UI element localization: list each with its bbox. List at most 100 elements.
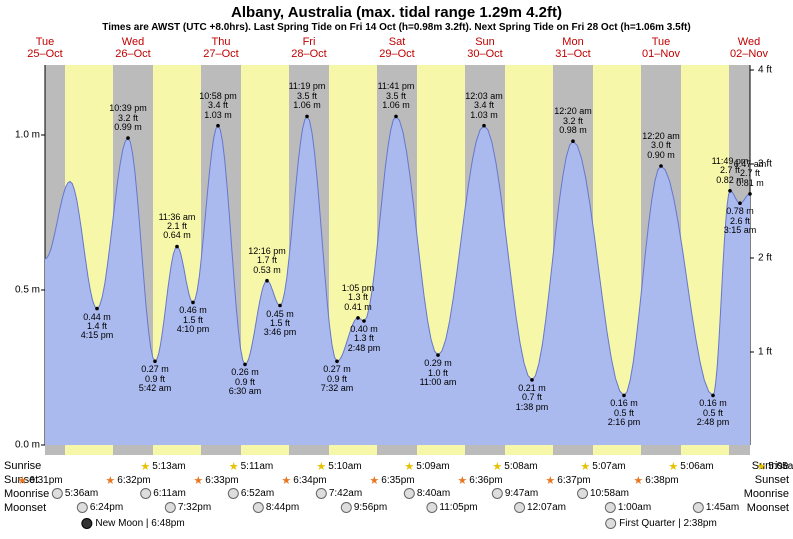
night-band bbox=[641, 65, 681, 455]
day-label: Tue25–Oct bbox=[27, 36, 62, 60]
moonrise-row-label: Moonrise bbox=[744, 488, 789, 500]
moonset-value: 1:45am bbox=[693, 502, 739, 513]
tide-chart-panel: Albany, Australia (max. tidal range 1.29… bbox=[0, 0, 793, 539]
moonset-value: 7:32pm bbox=[165, 502, 211, 513]
sun-icon: ★ bbox=[229, 460, 239, 473]
day-label: Wed02–Nov bbox=[730, 36, 768, 60]
sunset-value: ★6:38pm bbox=[633, 474, 678, 487]
sun-icon: ★ bbox=[492, 460, 502, 473]
moonrise-value: 6:11am bbox=[140, 488, 186, 499]
chart-title: Albany, Australia (max. tidal range 1.29… bbox=[0, 4, 793, 21]
moonset-value: 11:05pm bbox=[426, 502, 477, 513]
day-label: Fri28–Oct bbox=[291, 36, 326, 60]
moonset-row-label: Moonset bbox=[747, 502, 789, 514]
moon-icon bbox=[341, 502, 352, 513]
sunset-value: ★6:33pm bbox=[193, 474, 238, 487]
sunrise-value: ★5:09am bbox=[404, 460, 449, 473]
moon-icon bbox=[228, 488, 239, 499]
sun-icon: ★ bbox=[140, 460, 150, 473]
night-band bbox=[729, 65, 750, 455]
moon-icon bbox=[404, 488, 415, 499]
moonset-value: 8:44pm bbox=[253, 502, 299, 513]
moon-icon bbox=[514, 502, 525, 513]
y-tick-right: 4 ft bbox=[758, 65, 772, 76]
y-tick-right: 3 ft bbox=[758, 159, 772, 170]
moon-icon bbox=[693, 502, 704, 513]
moon-icon bbox=[253, 502, 264, 513]
moon-icon bbox=[52, 488, 63, 499]
sunset-value: ★6:35pm bbox=[369, 474, 414, 487]
sunset-value: ★6:34pm bbox=[281, 474, 326, 487]
sunset-value: ★6:32pm bbox=[105, 474, 150, 487]
day-label: Thu27–Oct bbox=[203, 36, 238, 60]
moonset-value: 12:07am bbox=[514, 502, 566, 513]
day-label: Wed26–Oct bbox=[115, 36, 150, 60]
night-band bbox=[553, 65, 593, 455]
day-label: Sat29–Oct bbox=[379, 36, 414, 60]
moon-icon bbox=[316, 488, 327, 499]
sun-icon: ★ bbox=[369, 474, 379, 487]
day-label: Tue01–Nov bbox=[642, 36, 680, 60]
sun-icon: ★ bbox=[633, 474, 643, 487]
sun-icon: ★ bbox=[281, 474, 291, 487]
y-tick-right: 2 ft bbox=[758, 253, 772, 264]
sun-icon: ★ bbox=[105, 474, 115, 487]
sun-icon: ★ bbox=[316, 460, 326, 473]
chart-subtitle: Times are AWST (UTC +8.0hrs). Last Sprin… bbox=[0, 22, 793, 33]
night-band bbox=[289, 65, 329, 455]
sun-icon: ★ bbox=[404, 460, 414, 473]
night-band bbox=[113, 65, 153, 455]
moon-icon bbox=[492, 488, 503, 499]
sunrise-value: ★5:10am bbox=[316, 460, 361, 473]
moon-icon bbox=[577, 488, 588, 499]
moon-icon bbox=[140, 488, 151, 499]
moonset-value: 6:24pm bbox=[77, 502, 123, 513]
moon-phase-label: First Quarter | 2:38pm bbox=[605, 518, 717, 529]
day-label: Mon31–Oct bbox=[555, 36, 590, 60]
moonrise-value: 7:42am bbox=[316, 488, 362, 499]
moon-phase-icon bbox=[81, 518, 92, 529]
sunset-value: ★6:31pm bbox=[17, 474, 62, 487]
moon-icon bbox=[77, 502, 88, 513]
sun-icon: ★ bbox=[545, 474, 555, 487]
y-tick-left: 0.0 m bbox=[15, 440, 40, 451]
night-band bbox=[377, 65, 417, 455]
sunrise-value: ★5:06am bbox=[668, 460, 713, 473]
sunrise-value: ★5:07am bbox=[580, 460, 625, 473]
moon-phase-label: New Moon | 6:48pm bbox=[81, 518, 184, 529]
sun-icon: ★ bbox=[193, 474, 203, 487]
sun-icon: ★ bbox=[580, 460, 590, 473]
moonset-row-label: Moonset bbox=[4, 502, 46, 514]
moon-icon bbox=[605, 502, 616, 513]
sun-icon: ★ bbox=[457, 474, 467, 487]
sunset-row-label: Sunset bbox=[755, 474, 789, 486]
y-tick-right: 1 ft bbox=[758, 347, 772, 358]
night-band bbox=[201, 65, 241, 455]
y-tick-left: 1.0 m bbox=[15, 130, 40, 141]
sunrise-row-label: Sunrise bbox=[4, 460, 41, 472]
sun-icon: ★ bbox=[17, 474, 27, 487]
sunrise-value: ★5:13am bbox=[140, 460, 185, 473]
moonset-value: 9:56pm bbox=[341, 502, 387, 513]
night-band bbox=[465, 65, 505, 455]
sunrise-value: ★5:11am bbox=[229, 460, 274, 473]
moonrise-value: 8:40am bbox=[404, 488, 450, 499]
moon-icon bbox=[165, 502, 176, 513]
y-tick-left: 0.5 m bbox=[15, 285, 40, 296]
sunset-value: ★6:36pm bbox=[457, 474, 502, 487]
night-band bbox=[45, 65, 65, 455]
day-label: Sun30–Oct bbox=[467, 36, 502, 60]
moonrise-value: 5:36am bbox=[52, 488, 98, 499]
sun-icon: ★ bbox=[668, 460, 678, 473]
moon-icon bbox=[426, 502, 437, 513]
moon-phase-icon bbox=[605, 518, 616, 529]
moonset-value: 1:00am bbox=[605, 502, 651, 513]
sunrise-value: ★5:08am bbox=[492, 460, 537, 473]
moonrise-value: 6:52am bbox=[228, 488, 274, 499]
sun-icon: ★ bbox=[756, 460, 766, 473]
moonrise-value: 9:47am bbox=[492, 488, 538, 499]
moonrise-row-label: Moonrise bbox=[4, 488, 49, 500]
sunset-value: ★6:37pm bbox=[545, 474, 590, 487]
sunrise-value: ★5:05am bbox=[756, 460, 793, 473]
moonrise-value: 10:58am bbox=[577, 488, 629, 499]
